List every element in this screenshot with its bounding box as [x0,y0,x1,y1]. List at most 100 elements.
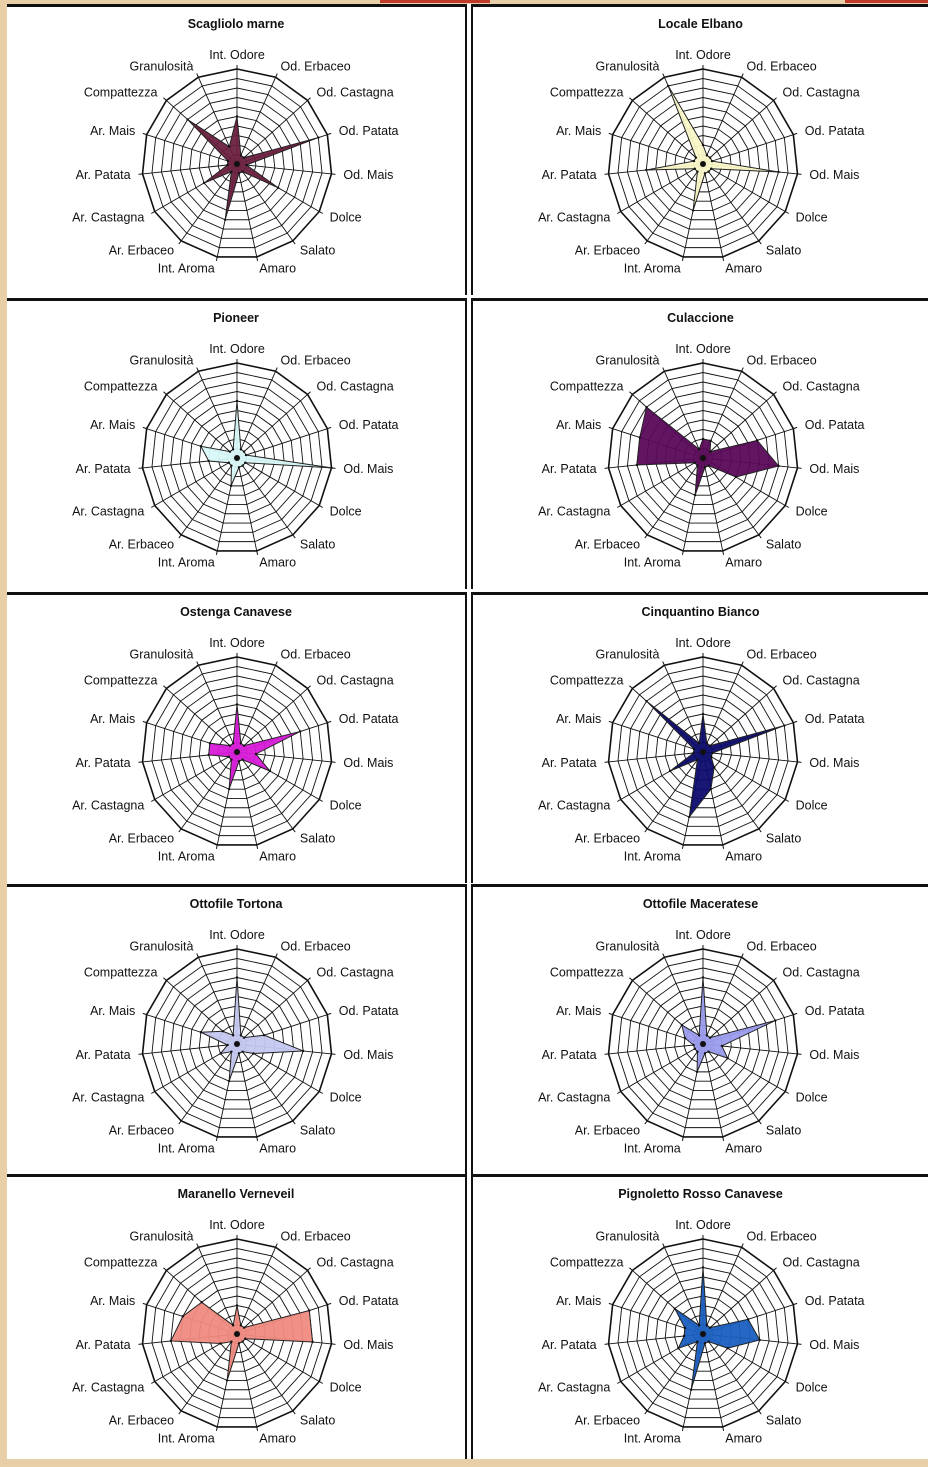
data-point [230,485,232,487]
axis-tick [759,1121,761,1124]
axis-tick [308,392,311,395]
data-point [683,1335,685,1337]
axis-tick [663,74,665,78]
axis-tick [723,257,724,261]
data-point [645,700,647,702]
axis-label: Ar. Mais [90,124,135,138]
data-point [245,164,247,166]
axis-tick [257,257,258,261]
axis-label: Ar. Erbaceo [575,244,640,258]
data-point [702,713,704,715]
data-point [238,760,240,762]
axis-tick [293,829,295,832]
axis-label: Compattezza [550,673,624,687]
data-point [226,1379,228,1381]
data-point [777,171,779,173]
axis-tick [216,551,217,555]
axis-tick [742,1244,744,1248]
data-point [240,1034,242,1036]
axis-tick [645,1121,647,1124]
axis-tick [645,535,647,538]
axis-label: Ar. Patata [76,462,131,476]
axis-label: Od. Erbaceo [281,647,351,661]
axis-tick [308,1268,311,1271]
data-point [698,1324,700,1326]
axis-tick [663,662,665,666]
axis-tick [319,1382,322,1384]
data-point [696,758,698,760]
axis-tick [276,662,278,666]
data-point [243,450,245,452]
axis-label: Dolce [330,1381,362,1395]
axis-tick [774,978,777,981]
axis-label: Salato [766,1414,801,1428]
axis-label: Compattezza [84,1255,158,1269]
data-point [230,464,232,466]
axis-tick [793,427,797,428]
center-marker [234,749,240,755]
axis-tick [617,1382,620,1384]
axis-tick [682,845,683,849]
axis-tick [216,257,217,261]
axis-tick [197,662,199,666]
axis-tick [308,978,311,981]
data-point [255,753,257,755]
axis-tick [327,1013,331,1014]
axis-label: Ar. Erbaceo [109,1124,174,1138]
data-point [684,1037,686,1039]
grid-spoke [198,371,237,458]
axis-label: Dolce [796,1091,828,1105]
data-point [702,144,704,146]
data-point [232,1324,234,1326]
data-point [330,467,332,469]
axis-label: Granulosità [596,647,660,661]
axis-label: Od. Castagna [317,1255,394,1269]
axis-tick [293,1121,295,1124]
axis-tick [276,368,278,372]
axis-tick [645,1411,647,1414]
data-point [707,170,709,172]
axis-tick [163,392,166,395]
axis-label: Od. Castagna [783,85,860,99]
axis-label: Od. Castagna [783,1255,860,1269]
axis-label: Compattezza [550,85,624,99]
axis-label: Int. Odore [209,1218,265,1232]
data-point [308,1309,310,1311]
data-point [696,170,698,172]
data-point [783,724,785,726]
data-point [236,115,238,117]
axis-label: Ar. Mais [556,124,601,138]
data-point [201,1301,203,1303]
axis-tick [742,662,744,666]
axis-tick [629,978,632,981]
axis-tick [742,74,744,78]
axis-tick [143,427,147,428]
data-point [244,462,246,464]
axis-label: Ar. Castagna [72,211,144,225]
axis-label: Salato [766,1124,801,1138]
axis-label: Compattezza [550,965,624,979]
axis-label: Od. Patata [339,1294,399,1308]
data-point [232,742,234,744]
data-point [695,156,697,158]
axis-label: Compattezza [84,85,158,99]
axis-label: Od. Patata [339,712,399,726]
data-point [203,182,205,184]
axis-tick [257,1427,258,1431]
axis-label: Ar. Mais [556,418,601,432]
axis-tick [609,133,613,134]
axis-label: Ar. Patata [76,1338,131,1352]
data-point [226,1044,228,1046]
axis-label: Granulosità [130,939,194,953]
top-bar-accent-right [845,0,928,3]
axis-label: Amaro [259,556,296,570]
data-point [674,1307,676,1309]
axis-label: Salato [300,538,335,552]
